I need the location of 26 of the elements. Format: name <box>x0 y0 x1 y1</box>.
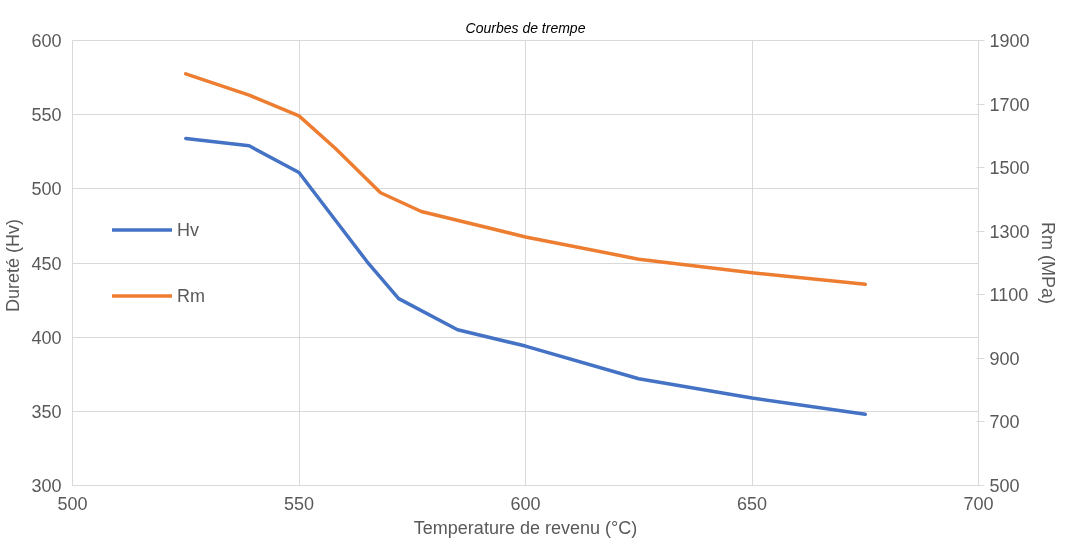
y-tick-label: 550 <box>31 105 62 126</box>
y-tick-label: 600 <box>31 31 62 51</box>
y2-tick-label: 1500 <box>989 158 1030 179</box>
y-axis-title: Dureté (Hv) <box>3 218 24 313</box>
x-tick-label: 500 <box>57 493 88 514</box>
y2-tick-label: 1700 <box>989 94 1030 115</box>
legend-label: Rm <box>177 285 205 306</box>
x-tick-label: 550 <box>283 493 315 514</box>
y2-tick-label: 500 <box>989 476 1020 496</box>
y-tick-label: 300 <box>31 476 62 496</box>
y2-tick-label: 1900 <box>989 31 1030 51</box>
y2-tick-label: 1100 <box>989 285 1029 306</box>
x-tick-label: 650 <box>736 493 768 514</box>
y2-tick-label: 1300 <box>989 221 1030 242</box>
x-axis-title: Temperature de revenu (°C) <box>413 517 638 538</box>
y-tick-label: 500 <box>31 179 62 200</box>
y2-tick-label: 900 <box>989 348 1020 369</box>
y-tick-label: 350 <box>31 401 62 422</box>
y-tick-label: 400 <box>31 327 62 348</box>
x-tick-label: 600 <box>510 493 541 514</box>
chart-title: Courbes de trempe <box>465 19 586 36</box>
y2-axis-title: Rm (MPa) <box>1037 222 1058 304</box>
y2-tick-label: 700 <box>989 412 1020 433</box>
legend-label: Hv <box>177 219 199 240</box>
y-tick-label: 450 <box>31 253 62 274</box>
x-tick-label: 700 <box>963 493 994 514</box>
